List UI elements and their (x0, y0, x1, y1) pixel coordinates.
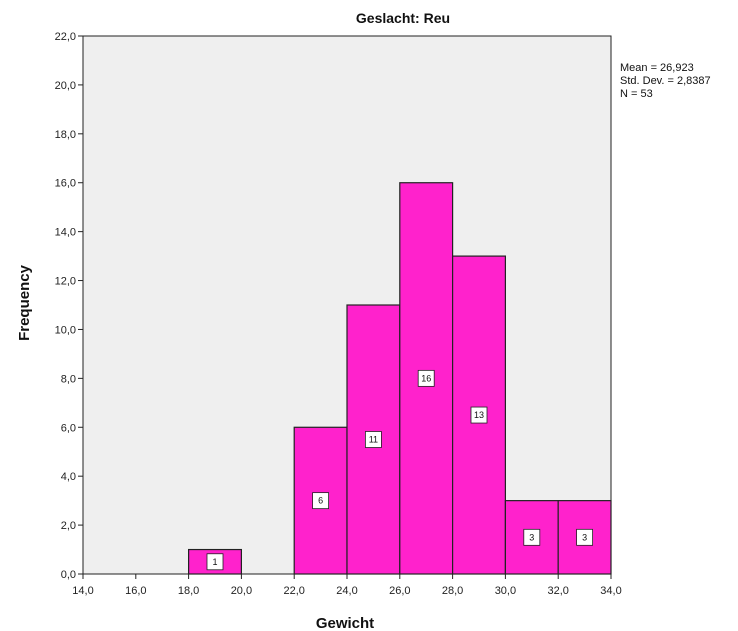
y-tick-label: 0,0 (61, 569, 76, 581)
bar-count-box (576, 528, 593, 546)
y-axis-ticks: 0,0 2,0 4,0 6,0 8,0 10,0 12,0 14,0 16,0 18,0 20,0 2… (55, 31, 83, 581)
x-tick-label: 30,0 (495, 585, 516, 597)
bar-count-label: 13 (474, 410, 484, 420)
x-tick-label: 18,0 (178, 585, 199, 597)
x-axis-ticks: 14,0 16,0 18,0 20,0 22,0 24,0 26,0 28,0 30,0 32,0… (72, 574, 622, 597)
y-tick-label: 20,0 (55, 80, 76, 92)
bar-count-box (206, 553, 224, 571)
y-tick-label: 10,0 (55, 324, 76, 336)
bar-count-label: 1 (212, 557, 217, 567)
x-tick-label: 16,0 (125, 585, 146, 597)
y-tick-label: 4,0 (61, 471, 76, 483)
stat-n: N = 53 (620, 88, 653, 100)
y-axis-title: Frequency (16, 264, 33, 341)
y-tick-label: 18,0 (55, 129, 76, 141)
y-tick-label: 16,0 (55, 178, 76, 190)
statistics-box: Mean = 26,923 Std. Dev. = 2,8387 N = 53 (620, 62, 711, 100)
y-tick-label: 14,0 (55, 227, 76, 239)
stat-std-dev: Std. Dev. = 2,8387 (620, 75, 711, 87)
bar-count-box (523, 528, 541, 546)
x-tick-label: 32,0 (547, 585, 568, 597)
bar-count-box (364, 431, 382, 448)
bar-count-label: 3 (529, 532, 534, 542)
bar-count-label: 6 (318, 496, 323, 506)
y-tick-label: 12,0 (55, 276, 76, 288)
bar-count-label: 11 (369, 435, 378, 445)
bar-count-box (312, 492, 330, 510)
chart-title: Geslacht: Reu (356, 10, 450, 26)
x-tick-label: 22,0 (283, 585, 304, 597)
stat-mean: Mean = 26,923 (620, 62, 694, 74)
x-tick-label: 14,0 (72, 585, 93, 597)
bar-count-box (470, 406, 488, 424)
x-tick-label: 20,0 (231, 585, 252, 597)
y-tick-label: 2,0 (61, 520, 76, 532)
x-axis-title: Gewicht (316, 615, 374, 631)
x-tick-label: 34,0 (600, 585, 621, 597)
x-tick-label: 28,0 (442, 585, 463, 597)
y-tick-label: 8,0 (61, 373, 76, 385)
y-tick-label: 6,0 (61, 422, 76, 434)
x-tick-label: 26,0 (389, 585, 410, 597)
x-tick-label: 24,0 (336, 585, 357, 597)
y-tick-label: 22,0 (55, 31, 76, 43)
bar-count-box (417, 369, 435, 387)
bar-count-label: 16 (421, 373, 431, 383)
bar-count-label: 3 (582, 532, 587, 542)
